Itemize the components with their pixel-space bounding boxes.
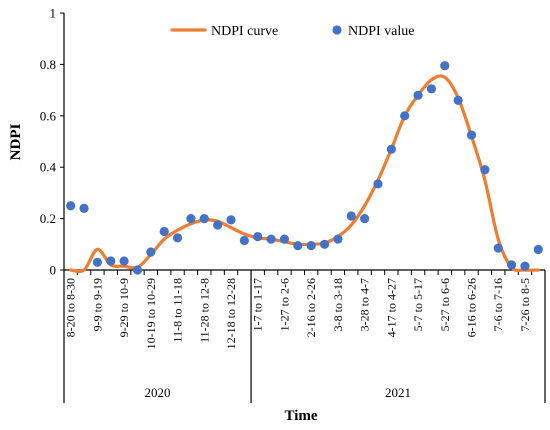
ndpi-value-point: [172, 233, 183, 243]
ndpi-value-point: [333, 234, 343, 244]
x-tick-label: 8-20 to 8-30: [64, 278, 78, 337]
ndpi-value-point: [453, 95, 463, 105]
x-tick-label: 10-19 to 10-29: [144, 278, 158, 349]
x-tick-label: 5-7 to 5-17: [411, 278, 425, 331]
x-tick-label: 6-16 to 6-26: [465, 278, 479, 337]
y-axis-title: NDPI: [8, 124, 24, 161]
x-tick-label: 1-7 to 1-17: [251, 278, 265, 331]
ndpi-value-point: [226, 215, 236, 225]
ndpi-value-point: [413, 90, 423, 100]
legend-curve-label: NDPI curve: [211, 24, 278, 39]
x-axis-title: Time: [284, 408, 317, 424]
x-tick-label: 4-17 to 4-27: [384, 278, 398, 337]
ndpi-value-point: [373, 179, 383, 189]
y-tick-label: 0.2: [40, 211, 56, 226]
ndpi-value-point: [186, 214, 196, 224]
ndpi-value-point: [106, 256, 116, 266]
ndpi-value-point: [386, 144, 396, 154]
x-tick-label: 12-18 to 12-28: [224, 278, 238, 349]
year-group-label: 2020: [145, 385, 171, 400]
curve-layer: [69, 74, 540, 274]
x-tick-label: 3-28 to 4-7: [358, 278, 372, 331]
x-tick-label: 2-16 to 2-26: [304, 278, 318, 337]
ndpi-value-point: [79, 203, 89, 213]
ndpi-value-point: [520, 261, 530, 271]
ndpi-value-point: [119, 256, 129, 266]
ndpi-value-point: [480, 165, 490, 175]
x-tick-label: 9-29 to 10-9: [117, 278, 131, 337]
legend-point-swatch: [332, 25, 342, 35]
ndpi-value-point: [92, 257, 103, 267]
ndpi-value-point: [266, 234, 276, 244]
y-tick-label: 1: [50, 6, 57, 21]
year-group-axis: 2020 2021: [63, 270, 546, 403]
x-tick-label: 7-26 to 8-5: [518, 278, 532, 331]
ndpi-value-point: [253, 231, 263, 242]
ndpi-value-point: [279, 234, 290, 244]
ndpi-value-point: [466, 130, 477, 140]
ndpi-value-point: [400, 111, 410, 121]
x-tick-label: 9-9 to 9-19: [90, 278, 104, 331]
year-group-label: 2021: [385, 385, 411, 400]
legend-point-label: NDPI value: [348, 24, 415, 39]
ndpi-curve-line: [69, 74, 540, 274]
y-ticks: 0 0.2 0.4 0.6 0.8 1: [40, 6, 64, 278]
ndpi-value-point: [506, 260, 517, 270]
x-tick-label: 7-6 to 7-16: [491, 278, 505, 331]
ndpi-value-point: [213, 220, 223, 230]
ndpi-value-point: [346, 211, 356, 221]
x-ticks: 8-20 to 8-30 9-9 to 9-19 9-29 to 10-9 10-19…: [63, 270, 546, 349]
ndpi-value-point: [159, 226, 169, 237]
y-tick-label: 0.8: [40, 57, 56, 72]
x-tick-label: 5-27 to 6-6: [438, 278, 452, 331]
ndpi-value-point: [306, 240, 316, 251]
ndpi-value-point: [239, 235, 249, 246]
ndpi-value-point: [319, 239, 330, 249]
y-tick-label: 0.6: [40, 108, 57, 123]
x-tick-label: 3-8 to 3-18: [331, 278, 345, 331]
ndpi-value-point: [533, 244, 543, 255]
y-tick-label: 0.4: [40, 160, 57, 175]
ndpi-value-point: [199, 214, 209, 224]
legend: NDPI curve NDPI value: [170, 24, 415, 39]
ndpi-value-point: [360, 214, 370, 224]
ndpi-value-point: [440, 61, 450, 71]
ndpi-value-point: [132, 265, 143, 275]
x-tick-label: 1-27 to 2-6: [277, 278, 291, 331]
ndpi-value-point: [66, 201, 76, 211]
x-tick-label: 11-8 to 11-18: [171, 278, 185, 342]
x-tick-label: 11-28 to 12-8: [197, 278, 211, 343]
ndpi-value-point: [293, 240, 303, 251]
ndpi-value-point: [426, 84, 437, 94]
ndpi-value-point: [146, 247, 156, 257]
point-layer: [66, 61, 543, 275]
y-tick-label: 0: [50, 263, 57, 278]
ndpi-value-point: [493, 243, 503, 253]
